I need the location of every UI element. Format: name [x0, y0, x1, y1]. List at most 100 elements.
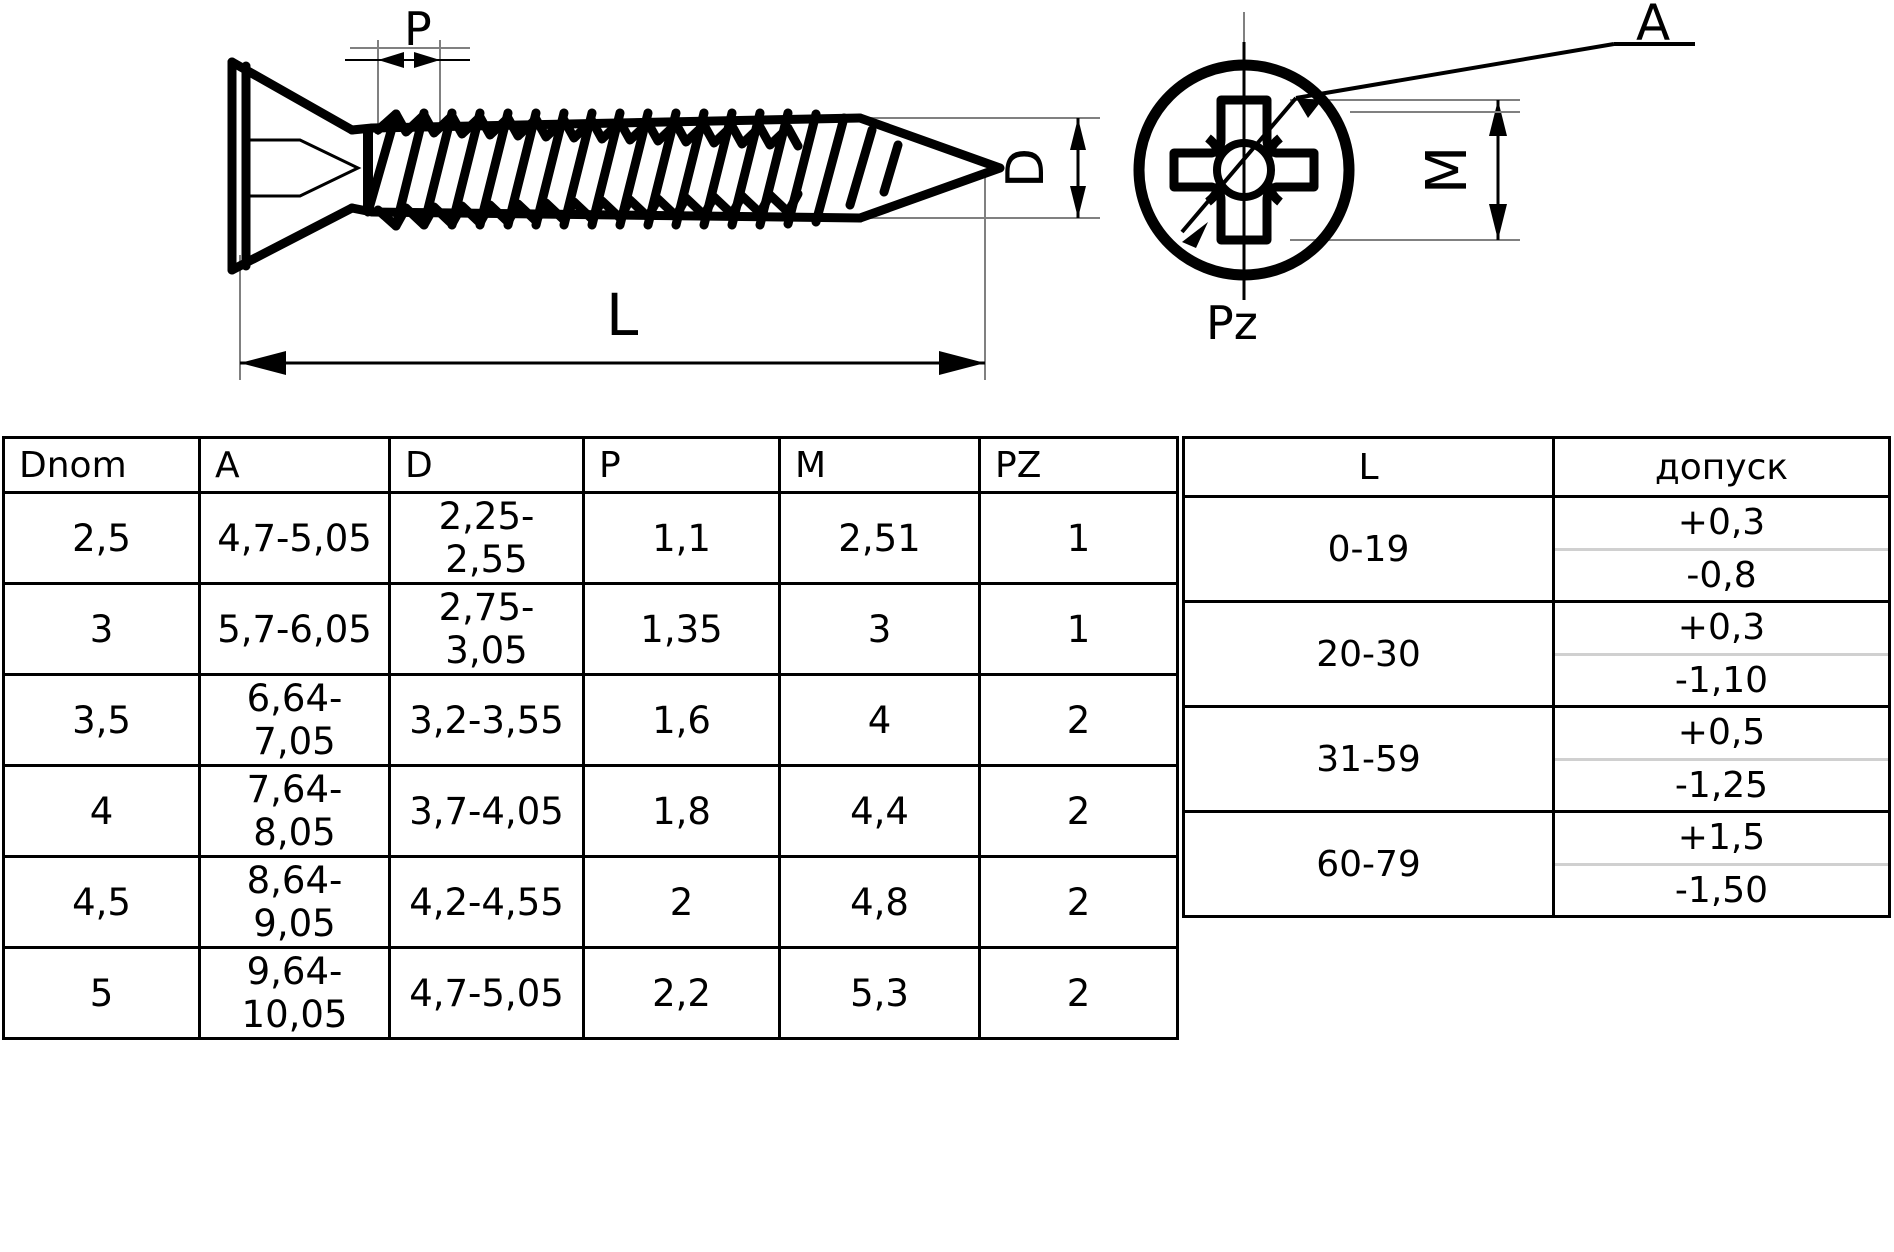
leader-a: [1295, 42, 1695, 118]
tolerance-row: 0-19 +0,3 -0,8: [1182, 495, 1891, 603]
cell-dnom: 2,5: [2, 491, 201, 585]
cell-m: 3: [778, 582, 981, 676]
cell-p: 2,2: [582, 946, 781, 1040]
col-header-l: L: [1182, 436, 1555, 498]
tolerance-split: +0,3 -0,8: [1555, 498, 1888, 600]
table-row: 5 9,64-10,05 4,7-5,05 2,2 5,3 2: [2, 946, 1179, 1040]
screw-body: [227, 57, 377, 275]
cell-a: 8,64-9,05: [198, 855, 391, 949]
cell-dnom: 4: [2, 764, 201, 858]
cell-pz: 2: [978, 946, 1179, 1040]
label-m: M: [1415, 145, 1480, 195]
cell-m: 4,8: [778, 855, 981, 949]
table-row: 3 5,7-6,05 2,75-3,05 1,35 3 1: [2, 582, 1179, 676]
dimension-d: [1070, 118, 1086, 218]
label-l: L: [606, 281, 639, 349]
table-row: 4,5 8,64-9,05 4,2-4,55 2 4,8 2: [2, 855, 1179, 949]
tolerance-split: +0,5 -1,25: [1555, 708, 1888, 810]
tolerance-row: 60-79 +1,5 -1,50: [1182, 810, 1891, 918]
cell-dnom: 5: [2, 946, 201, 1040]
cell-tolerance: +0,3 -0,8: [1552, 495, 1891, 603]
cell-pz: 1: [978, 491, 1179, 585]
specification-tables: Dnom A D P M PZ 2,5 4,7-5,05 2,25-2,55 1…: [0, 432, 1894, 1252]
leader-a-tail: [1180, 96, 1298, 248]
tolerance-row: 31-59 +0,5 -1,25: [1182, 705, 1891, 813]
cell-d: 4,2-4,55: [388, 855, 585, 949]
dimension-m: [1489, 100, 1507, 240]
tolerance-minus: -1,10: [1674, 659, 1769, 701]
cell-d: 2,75-3,05: [388, 582, 585, 676]
dimension-p: [345, 52, 470, 68]
cell-l-range: 0-19: [1182, 495, 1555, 603]
head-recess-profile: [246, 138, 362, 198]
cell-m: 2,51: [778, 491, 981, 585]
tolerance-minus: -1,25: [1674, 764, 1769, 806]
col-header-a: A: [198, 436, 391, 494]
tolerance-header-row: L допуск: [1182, 436, 1891, 498]
cell-a: 9,64-10,05: [198, 946, 391, 1040]
tolerance-minus: -0,8: [1686, 554, 1757, 596]
tolerance-table: L допуск 0-19 +0,3 -0,8: [1182, 436, 1891, 918]
cell-l-range: 20-30: [1182, 600, 1555, 708]
cell-pz: 2: [978, 855, 1179, 949]
label-d: D: [996, 147, 1056, 189]
label-a: A: [1636, 0, 1671, 52]
main-dimension-table: Dnom A D P M PZ 2,5 4,7-5,05 2,25-2,55 1…: [2, 436, 1179, 1040]
cell-p: 1,8: [582, 764, 781, 858]
cell-p: 2: [582, 855, 781, 949]
table-row: 3,5 6,64-7,05 3,2-3,55 1,6 4 2: [2, 673, 1179, 767]
cell-dnom: 4,5: [2, 855, 201, 949]
col-header-p: P: [582, 436, 781, 494]
table-row: 4 7,64-8,05 3,7-4,05 1,8 4,4 2: [2, 764, 1179, 858]
cell-a: 5,7-6,05: [198, 582, 391, 676]
cell-pz: 1: [978, 582, 1179, 676]
col-header-d: D: [388, 436, 585, 494]
table-row: 2,5 4,7-5,05 2,25-2,55 1,1 2,51 1: [2, 491, 1179, 585]
label-p: P: [404, 2, 432, 56]
tolerance-minus: -1,50: [1674, 869, 1769, 911]
col-header-m: M: [778, 436, 981, 494]
cell-m: 5,3: [778, 946, 981, 1040]
cell-a: 6,64-7,05: [198, 673, 391, 767]
main-dimension-table-wrap: Dnom A D P M PZ 2,5 4,7-5,05 2,25-2,55 1…: [2, 436, 1179, 1040]
cell-l-range: 31-59: [1182, 705, 1555, 813]
tolerance-split: +1,5 -1,50: [1555, 813, 1888, 915]
cell-tolerance: +1,5 -1,50: [1552, 810, 1891, 918]
cell-l-range: 60-79: [1182, 810, 1555, 918]
tolerance-plus: +0,3: [1555, 498, 1888, 551]
dimension-l: [240, 351, 985, 375]
cell-p: 1,6: [582, 673, 781, 767]
cell-d: 3,7-4,05: [388, 764, 585, 858]
screw-drawing: P L D M A Pz: [0, 0, 1894, 430]
cell-pz: 2: [978, 764, 1179, 858]
cell-d: 2,25-2,55: [388, 491, 585, 585]
tolerance-split: +0,3 -1,10: [1555, 603, 1888, 705]
cell-pz: 2: [978, 673, 1179, 767]
tolerance-row: 20-30 +0,3 -1,10: [1182, 600, 1891, 708]
screw-thread: [363, 108, 1005, 231]
table-header-row: Dnom A D P M PZ: [2, 436, 1179, 494]
tolerance-plus: +0,5: [1555, 708, 1888, 761]
cell-a: 4,7-5,05: [198, 491, 391, 585]
screw-head-front-view: [1133, 42, 1695, 300]
screw-drawing-svg: [227, 12, 1695, 380]
cell-dnom: 3: [2, 582, 201, 676]
cell-d: 4,7-5,05: [388, 946, 585, 1040]
col-header-dopusk: допуск: [1552, 436, 1891, 498]
tolerance-table-wrap: L допуск 0-19 +0,3 -0,8: [1182, 436, 1891, 918]
cell-dnom: 3,5: [2, 673, 201, 767]
cell-tolerance: +0,5 -1,25: [1552, 705, 1891, 813]
cell-d: 3,2-3,55: [388, 673, 585, 767]
extension-lines: [239, 12, 1520, 380]
tolerance-plus: +0,3: [1555, 603, 1888, 656]
col-header-dnom: Dnom: [2, 436, 201, 494]
cell-p: 1,35: [582, 582, 781, 676]
cell-p: 1,1: [582, 491, 781, 585]
cell-a: 7,64-8,05: [198, 764, 391, 858]
label-pz: Pz: [1206, 296, 1258, 350]
cell-m: 4: [778, 673, 981, 767]
tolerance-plus: +1,5: [1555, 813, 1888, 866]
col-header-pz: PZ: [978, 436, 1179, 494]
cell-tolerance: +0,3 -1,10: [1552, 600, 1891, 708]
